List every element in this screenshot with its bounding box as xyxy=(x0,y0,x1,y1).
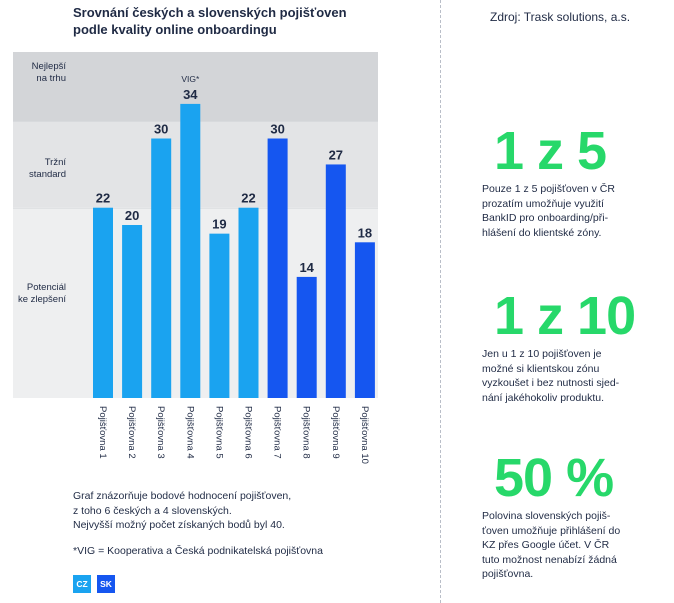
legend-chip-sk: SK xyxy=(97,575,115,593)
band-label-standard-line-1: Tržní xyxy=(44,157,66,168)
category-label: Pojišťovna 9 xyxy=(330,406,341,459)
band-label-potential-line-1: Potenciál xyxy=(26,282,66,293)
category-label: Pojišťovna 1 xyxy=(97,406,108,459)
bar-value-label: 27 xyxy=(329,147,343,162)
bar-chart: 22 Pojišťovna 1 20 Pojišťovna 2 30 Pojišťovna… xyxy=(13,52,378,464)
description-line-3: Nejvyšší možný počet získaných bodů byl … xyxy=(73,519,285,531)
category-label: Pojišťovna 7 xyxy=(272,406,283,459)
description-line-1: Graf znázorňuje bodové hodnocení pojišťo… xyxy=(73,490,292,502)
category-label: Pojišťovna 10 xyxy=(359,406,370,464)
chart-title-line-1: Srovnání českých a slovenských pojišťove… xyxy=(73,5,347,20)
bar xyxy=(267,138,288,398)
stat-text: Pouze 1 z 5 pojišťoven v ČR prozatím umo… xyxy=(482,182,662,240)
bar-value-label: 22 xyxy=(96,191,110,206)
stat-block-google: 50 % Polovina slovenských pojiš- ťoven u… xyxy=(482,450,662,582)
category-label: Pojišťovna 5 xyxy=(213,406,224,459)
stat-block-bankid: 1 z 5 Pouze 1 z 5 pojišťoven v ČR prozat… xyxy=(482,123,662,240)
chart-description: Graf znázorňuje bodové hodnocení pojišťo… xyxy=(73,489,373,533)
source-note: Zdroj: Trask solutions, a.s. xyxy=(490,10,631,24)
band-label-standard-line-2: standard xyxy=(29,169,66,180)
bar-value-label: 14 xyxy=(299,260,314,275)
stat-text-line: Jen u 1 z 10 pojišťoven je xyxy=(482,348,602,360)
band-label-best-line-1: Nejlepší xyxy=(31,61,66,72)
bar-annotation: VIG* xyxy=(181,74,200,84)
category-label: Pojišťovna 2 xyxy=(126,406,137,459)
category-label: Pojišťovna 8 xyxy=(301,406,312,459)
bar xyxy=(209,233,230,398)
bar-value-label: 22 xyxy=(241,191,255,206)
category-label: Pojišťovna 3 xyxy=(155,406,166,459)
bar xyxy=(238,207,259,398)
bar-value-label: 20 xyxy=(125,208,139,223)
bar xyxy=(122,225,143,398)
bar xyxy=(354,242,375,398)
bar-value-label: 30 xyxy=(270,122,284,137)
bar-value-label: 30 xyxy=(154,122,168,137)
chart-title: Srovnání českých a slovenských pojišťove… xyxy=(73,4,393,38)
bar-value-label: 18 xyxy=(358,225,372,240)
stat-value: 1 z 5 xyxy=(494,121,607,181)
bar xyxy=(93,207,113,398)
category-label: Pojišťovna 6 xyxy=(243,406,254,459)
footnote: *VIG = Kooperativa a Česká podnikatelská… xyxy=(73,545,323,557)
bar xyxy=(296,276,317,398)
stat-text-line: tuto možnost nenabízí žádná xyxy=(482,553,617,566)
stat-text-line: BankID pro onboarding/při- xyxy=(482,212,609,224)
band-label-best-line-2: na trhu xyxy=(36,73,66,84)
band-label-standard: Tržní standard xyxy=(0,157,66,181)
category-label: Pojišťovna 4 xyxy=(184,406,195,459)
band-label-best: Nejlepší na trhu xyxy=(0,61,66,85)
stat-text-line: pojišťovna. xyxy=(482,568,534,580)
band-label-potential: Potenciál ke zlepšení xyxy=(0,282,66,306)
stat-text-line: hlášení do klientské zóny. xyxy=(482,226,602,239)
bar-value-label: 34 xyxy=(183,87,198,102)
bar xyxy=(151,138,172,398)
stat-text-line: ťoven umožňuje přihlášení do xyxy=(482,524,621,537)
stat-text-line: prozatím umožňuje využití xyxy=(482,197,604,210)
stat-text-line: Pouze 1 z 5 pojišťoven v ČR xyxy=(482,183,615,195)
bar-value-label: 19 xyxy=(212,217,226,232)
bar xyxy=(180,103,201,399)
stat-value: 50 % xyxy=(494,448,614,508)
legend: CZ SK xyxy=(73,575,115,593)
description-line-2: z toho 6 českých a 4 slovenských. xyxy=(73,504,232,517)
stat-text-line: možné si klientskou zónu xyxy=(482,362,600,375)
stat-text: Polovina slovenských pojiš- ťoven umožňu… xyxy=(482,509,662,582)
stat-text-line: Polovina slovenských pojiš- xyxy=(482,510,611,522)
dashed-divider xyxy=(440,0,441,603)
chart-title-line-2: podle kvality online onboardingu xyxy=(73,22,277,37)
legend-chip-cz: CZ xyxy=(73,575,91,593)
stat-block-trial: 1 z 10 Jen u 1 z 10 pojišťoven je možné … xyxy=(482,288,662,405)
band-label-potential-line-2: ke zlepšení xyxy=(17,294,66,305)
stat-text: Jen u 1 z 10 pojišťoven je možné si klie… xyxy=(482,347,662,405)
stat-text-line: nání jakéhokoliv produktu. xyxy=(482,391,604,404)
stat-text-line: KZ přes Google účet. V ČR xyxy=(482,539,610,551)
bar xyxy=(325,164,346,398)
stat-value: 1 z 10 xyxy=(494,286,636,346)
stat-text-line: vyzkoušet i bez nutnosti sjed- xyxy=(482,377,620,389)
